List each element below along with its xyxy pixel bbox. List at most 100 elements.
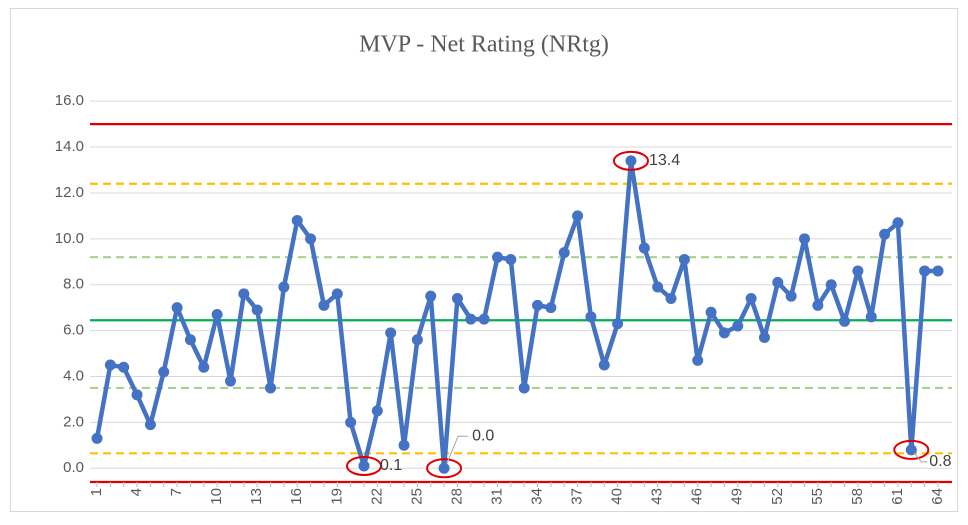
highlight-circle	[893, 439, 930, 460]
data-point	[852, 265, 864, 277]
data-point	[665, 292, 677, 304]
data-point	[131, 389, 143, 401]
data-point	[451, 292, 463, 304]
x-tick-label: 22	[368, 488, 385, 505]
data-point	[625, 155, 637, 167]
data-label: 0.1	[380, 457, 402, 474]
x-tick-label: 25	[408, 488, 425, 505]
x-tick-label: 61	[889, 488, 906, 505]
data-point	[211, 309, 223, 321]
x-tick-label: 13	[248, 488, 265, 505]
data-point	[678, 253, 690, 265]
data-point	[438, 462, 450, 474]
data-point	[919, 265, 931, 277]
y-tick-label: 6.0	[63, 322, 84, 339]
x-tick-label: 58	[849, 488, 866, 505]
data-point	[758, 331, 770, 343]
data-point	[305, 233, 317, 245]
data-point	[839, 315, 851, 327]
y-tick-label: 14.0	[55, 138, 84, 155]
data-point	[705, 306, 717, 318]
data-point	[158, 366, 170, 378]
data-point	[104, 359, 116, 371]
data-point	[692, 354, 704, 366]
data-label: 0.8	[929, 453, 951, 470]
x-tick-label: 64	[929, 488, 946, 505]
y-tick-label: 4.0	[63, 367, 84, 384]
data-point	[265, 382, 277, 394]
data-point	[865, 311, 877, 323]
data-point	[932, 265, 944, 277]
x-tick-label: 1	[88, 488, 105, 496]
y-tick-label: 0.0	[63, 459, 84, 476]
y-tick-label: 10.0	[55, 230, 84, 247]
data-point	[198, 361, 210, 373]
x-tick-label: 10	[208, 488, 225, 505]
data-point	[318, 299, 330, 311]
y-tick-label: 12.0	[55, 184, 84, 201]
data-point	[505, 253, 517, 265]
highlight-circle	[426, 458, 463, 479]
x-tick-label: 52	[769, 488, 786, 505]
x-tick-label: 7	[168, 488, 185, 496]
x-tick-label: 16	[288, 488, 305, 505]
y-tick-label: 16.0	[55, 92, 84, 109]
data-point	[718, 327, 730, 339]
data-point	[879, 228, 891, 240]
x-tick-label: 37	[569, 488, 586, 505]
data-point	[491, 251, 503, 263]
data-point	[345, 416, 357, 428]
data-point	[558, 247, 570, 259]
data-point	[732, 320, 744, 332]
data-point	[652, 281, 664, 293]
data-point	[371, 405, 383, 417]
data-point	[278, 281, 290, 293]
data-point	[572, 210, 584, 222]
data-point	[905, 444, 917, 456]
data-point	[91, 432, 103, 444]
chart-title: MVP - Net Rating (NRtg)	[359, 32, 609, 58]
x-tick-label: 55	[809, 488, 826, 505]
data-point	[518, 382, 530, 394]
series-line	[94, 158, 938, 471]
data-point	[411, 334, 423, 346]
data-label: 13.4	[649, 152, 680, 169]
highlight-circle	[612, 150, 649, 171]
x-tick-label: 19	[328, 488, 345, 505]
leader-line	[913, 452, 928, 463]
data-point	[585, 311, 597, 323]
data-point	[545, 302, 557, 314]
data-point	[224, 375, 236, 387]
data-point	[785, 290, 797, 302]
data-point	[772, 276, 784, 288]
data-point	[144, 419, 156, 431]
y-tick-label: 2.0	[63, 413, 84, 430]
data-point	[358, 460, 370, 472]
data-point	[532, 299, 544, 311]
y-tick-label: 8.0	[63, 276, 84, 293]
data-point	[171, 302, 183, 314]
x-tick-label: 4	[128, 488, 145, 496]
x-tick-label: 28	[448, 488, 465, 505]
x-tick-label: 40	[609, 488, 626, 505]
data-point	[425, 290, 437, 302]
data-point	[825, 279, 837, 291]
highlight-circle	[345, 455, 382, 476]
x-tick-label: 31	[488, 488, 505, 505]
data-point	[398, 439, 410, 451]
x-tick-label: 43	[649, 488, 666, 505]
data-point	[612, 318, 624, 330]
x-tick-label: 46	[689, 488, 706, 505]
leader-line	[446, 435, 469, 464]
data-point	[465, 313, 477, 325]
data-point	[799, 233, 811, 245]
data-point	[745, 292, 757, 304]
data-point	[118, 361, 130, 373]
data-point	[892, 217, 904, 229]
data-point	[251, 304, 263, 316]
data-point	[598, 359, 610, 371]
x-tick-label: 49	[729, 488, 746, 505]
data-label: 0.0	[472, 427, 494, 444]
data-point	[331, 288, 343, 300]
data-point	[238, 288, 250, 300]
